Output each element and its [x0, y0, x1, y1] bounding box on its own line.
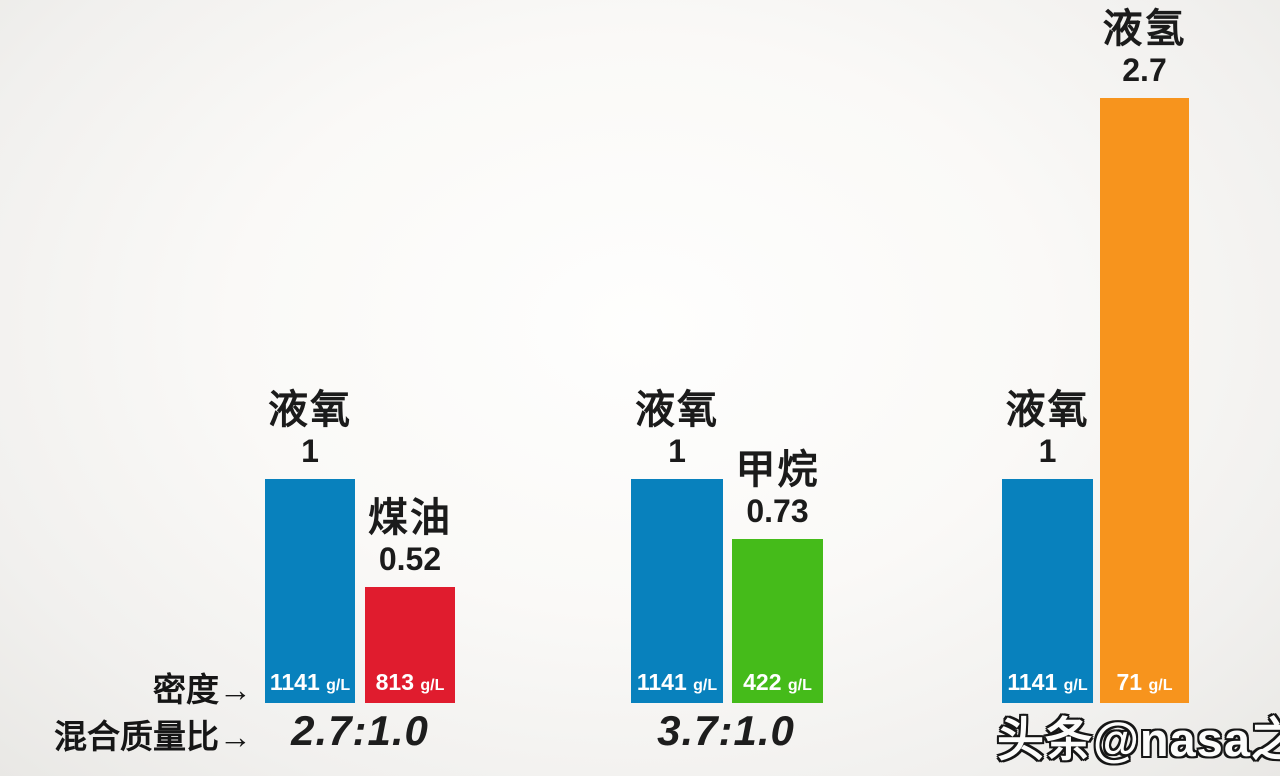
density-value: 813	[375, 669, 414, 695]
bar-value-label: 1	[301, 432, 319, 469]
bar-kerosene: 813 g/L	[365, 587, 455, 703]
watermark: 头条@nasa之光	[997, 713, 1280, 766]
bar-label-block: 液氧 1	[635, 390, 719, 468]
bar-name-label: 液氢	[1102, 7, 1187, 52]
density-value: 1141	[269, 669, 320, 695]
bar-liquid-hydrogen: 71 g/L	[1100, 98, 1189, 703]
density-value: 1141	[636, 669, 687, 695]
density-label: 71 g/L	[1100, 669, 1189, 696]
bar-label-block: 液氢 2.7	[1103, 9, 1187, 87]
bar-value-label: 0.52	[378, 540, 442, 577]
bar-column-lox-2: 液氧 1 1141 g/L	[631, 390, 723, 703]
bar-liquid-oxygen: 1141 g/L	[1002, 479, 1093, 703]
bar-name-label: 液氧	[268, 388, 352, 433]
bar-column-kerosene: 煤油 0.52 813 g/L	[365, 498, 455, 703]
bar-label-block: 甲烷 0.73	[736, 450, 820, 528]
density-label: 813 g/L	[365, 669, 455, 696]
bar-value-label: 2.7	[1122, 51, 1167, 88]
density-label: 422 g/L	[732, 669, 823, 696]
bar-liquid-oxygen: 1141 g/L	[631, 479, 723, 703]
bar-liquid-oxygen: 1141 g/L	[265, 479, 355, 703]
mix-ratio-value-group2: 3.7:1.0	[657, 707, 795, 754]
density-unit: g/L	[1063, 677, 1088, 694]
bar-label-block: 煤油 0.52	[368, 498, 452, 576]
density-unit: g/L	[326, 677, 351, 694]
density-label: 1141 g/L	[631, 669, 723, 696]
density-value: 1141	[1007, 669, 1058, 695]
bar-name-label: 液氧	[1005, 388, 1090, 433]
bar-value-label: 1	[1038, 432, 1057, 469]
bar-name-label: 甲烷	[735, 448, 820, 493]
bar-column-liquid-hydrogen: 液氢 2.7 71 g/L	[1100, 9, 1189, 703]
bar-column-lox-3: 液氧 1 1141 g/L	[1002, 390, 1093, 703]
bar-name-label: 液氧	[635, 388, 719, 433]
density-unit: g/L	[693, 677, 718, 694]
density-label: 1141 g/L	[1002, 669, 1093, 696]
bar-column-methane: 甲烷 0.73 422 g/L	[732, 450, 823, 703]
bar-name-label: 煤油	[368, 496, 452, 541]
mix-ratio-row-label: 混合质量比→	[54, 718, 252, 755]
density-unit: g/L	[420, 677, 445, 694]
bar-methane: 422 g/L	[732, 539, 823, 703]
bar-value-label: 0.73	[746, 492, 809, 529]
density-unit: g/L	[787, 677, 812, 694]
bar-value-label: 1	[668, 432, 686, 469]
density-label: 1141 g/L	[265, 669, 355, 696]
bar-label-block: 液氧 1	[1006, 390, 1090, 468]
density-unit: g/L	[1148, 677, 1173, 694]
bar-column-lox-1: 液氧 1 1141 g/L	[265, 390, 355, 703]
bar-label-block: 液氧 1	[268, 390, 352, 468]
density-row-label: 密度→	[153, 671, 252, 708]
mix-ratio-value-group1: 2.7:1.0	[291, 707, 429, 754]
density-value: 422	[743, 669, 782, 695]
density-value: 71	[1116, 669, 1143, 695]
